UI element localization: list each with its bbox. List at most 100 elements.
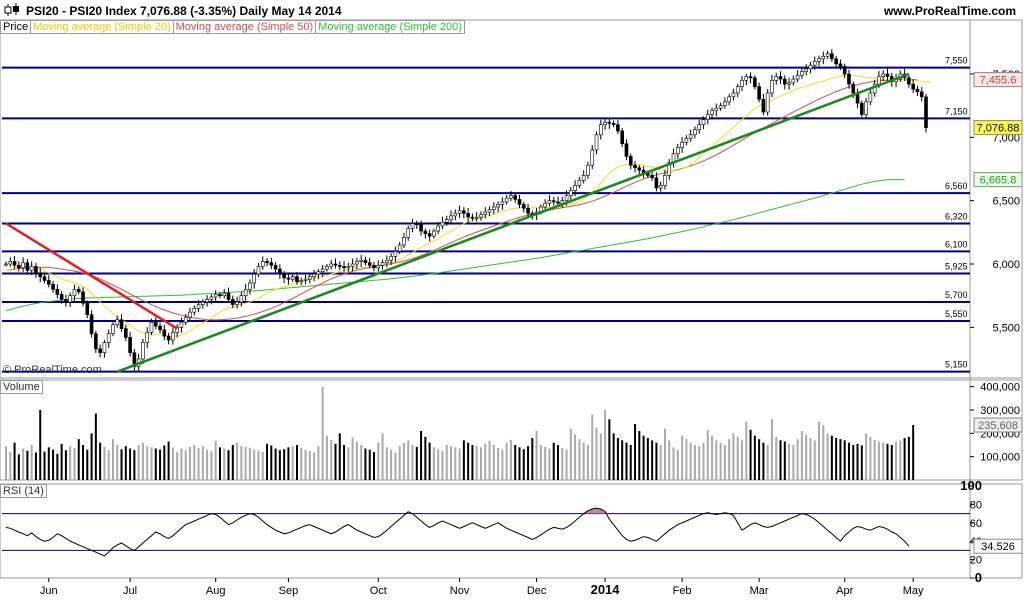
candle-body — [603, 121, 607, 125]
volume-bar — [176, 452, 179, 480]
candle-body — [248, 282, 252, 290]
volume-panel-label[interactable]: Volume — [0, 380, 43, 394]
candle-body — [543, 202, 547, 208]
legend-ma200[interactable]: Moving average (Simple 200) — [315, 20, 465, 34]
rsi-panel-frame — [0, 483, 1023, 579]
volume-bar — [334, 443, 337, 480]
level-label: 7,150 — [945, 106, 968, 116]
rsi-tick-label: 20 — [970, 555, 982, 567]
volume-bar — [501, 449, 504, 480]
volume-bar — [278, 450, 281, 480]
volume-bar — [193, 445, 196, 480]
candles — [4, 49, 928, 372]
ma50-value-tag: 7,455.6 — [980, 75, 1017, 87]
legend-price[interactable]: Price — [0, 20, 32, 34]
volume-bar — [295, 445, 298, 480]
volume-bar — [788, 443, 791, 480]
chart-title: PSI20 - PSI20 Index 7,076.88 (-3.35%) Da… — [26, 4, 342, 18]
candle-body — [650, 175, 654, 179]
candle-body — [299, 280, 304, 283]
volume-bar — [835, 438, 838, 480]
candle-body — [864, 101, 868, 115]
volume-bar — [402, 442, 405, 480]
candle-body — [8, 261, 13, 265]
candle-body — [410, 223, 415, 229]
volume-bar — [715, 440, 718, 480]
volume-bar — [462, 440, 465, 480]
candle-body — [393, 251, 398, 257]
volume-bar — [599, 433, 602, 480]
candle-body — [25, 262, 30, 271]
candle-body — [868, 92, 873, 103]
volume-bar — [266, 443, 269, 480]
volume-bar — [184, 450, 187, 480]
rsi-panel-label[interactable]: RSI (14) — [0, 484, 47, 498]
candle-body — [102, 342, 107, 353]
candle-body — [171, 332, 175, 341]
volume-bar — [818, 421, 821, 480]
volume-bar — [586, 445, 589, 480]
volume-bar — [56, 453, 59, 480]
legend-ma20[interactable]: Moving average (Simple 20) — [30, 20, 174, 34]
volume-bar — [792, 445, 795, 480]
candle-body — [385, 259, 389, 264]
x-tick-label: Dec — [527, 585, 547, 597]
candle-body — [774, 76, 779, 81]
volume-bar — [912, 425, 915, 480]
ma200-value-tag-box — [973, 172, 1023, 188]
volume-bar — [895, 441, 898, 480]
candle-body — [21, 262, 25, 269]
volume-bar — [762, 442, 765, 480]
candle-body — [196, 304, 201, 309]
volume-bar — [244, 446, 247, 480]
candle-body — [919, 91, 924, 98]
volume-bar — [257, 450, 260, 480]
candle-body — [286, 277, 291, 280]
candle-body — [509, 195, 513, 199]
website-label[interactable]: www.ProRealTime.com — [883, 4, 1016, 18]
volume-bar — [758, 439, 761, 480]
candle-body — [907, 77, 911, 85]
volume-bar — [629, 445, 632, 480]
volume-bar — [116, 445, 119, 480]
volume-bar — [274, 448, 277, 480]
volume-bar — [141, 442, 144, 480]
volume-bar — [561, 447, 564, 480]
volume-bar — [826, 433, 829, 480]
volume-bar — [638, 431, 641, 480]
candle-body — [188, 311, 192, 318]
volume-bar — [783, 441, 786, 480]
candle-body — [791, 78, 796, 84]
candle-body — [547, 200, 552, 204]
legend-ma50[interactable]: Moving average (Simple 50) — [172, 20, 317, 34]
candle-body — [718, 105, 723, 109]
candle-body — [757, 86, 761, 100]
level-label: 7,550 — [945, 56, 968, 66]
volume-bar — [90, 433, 93, 480]
candle-body — [376, 264, 381, 269]
volume-bar — [604, 410, 607, 480]
level-label: 5,150 — [945, 360, 968, 370]
volume-bar — [616, 438, 619, 480]
volume-bar — [574, 434, 577, 480]
candle-body — [213, 294, 218, 298]
candle-body — [252, 273, 256, 284]
volume-bar — [548, 448, 551, 480]
volume-tick-label: 100,000 — [980, 452, 1020, 464]
level-label: 6,560 — [945, 181, 968, 191]
volume-bar — [527, 446, 530, 480]
volume-bar — [364, 448, 367, 480]
price-tick-label: 5,500 — [992, 322, 1020, 334]
volume-tick-label: 300,000 — [980, 405, 1020, 417]
candle-body — [462, 210, 466, 214]
candle-body — [795, 74, 800, 80]
candle-body — [504, 197, 509, 203]
volume-bars — [5, 386, 915, 480]
candle-body — [4, 263, 8, 266]
volume-bar — [64, 450, 67, 480]
level-label: 6,320 — [945, 211, 968, 221]
level-label: 5,925 — [945, 262, 968, 272]
volume-bar — [171, 447, 174, 480]
x-tick-label: Apr — [836, 585, 853, 597]
volume-bar — [411, 445, 414, 480]
